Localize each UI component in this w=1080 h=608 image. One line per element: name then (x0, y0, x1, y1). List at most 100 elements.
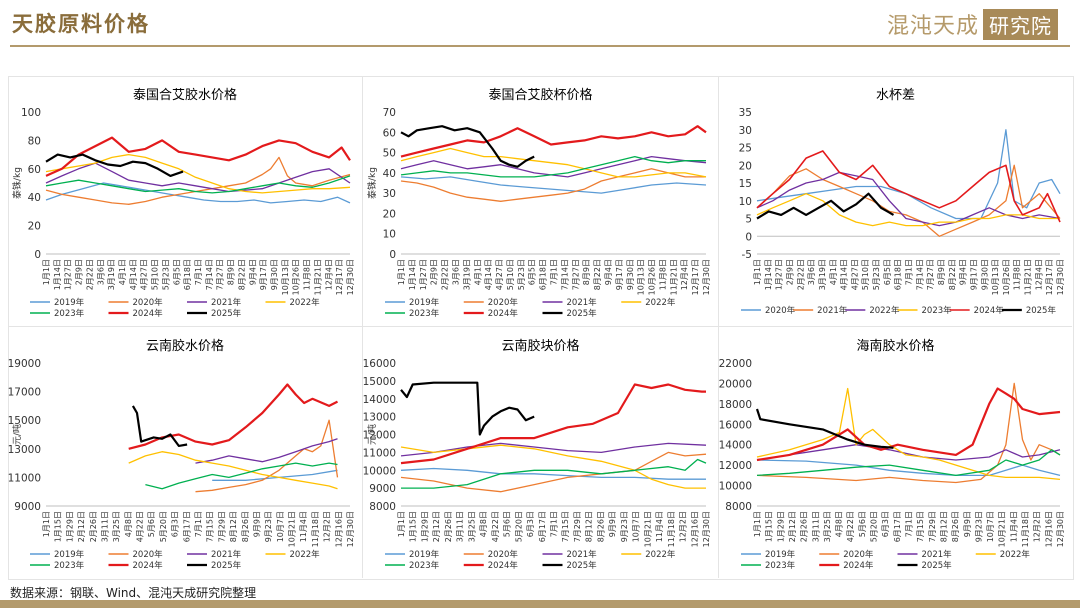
chart-title: 云南胶块价格 (501, 338, 579, 354)
chart-panel: 泰国合艾胶杯价格 0 10 20 30 40 50 60 70 泰铢/kg 1月1日 1月14日 1月2… (363, 76, 718, 326)
x-tick-label: 1月15日 (409, 511, 418, 542)
y-tick-label: 17000 (8, 387, 41, 399)
y-tick-label: 20 (28, 221, 41, 233)
x-tick-label: 12月17日 (1045, 259, 1054, 295)
series-line (400, 168, 706, 202)
x-tick-label: 11月18日 (311, 511, 320, 547)
x-tick-label: 7月29日 (928, 511, 937, 542)
x-tick-label: 1月27日 (64, 259, 73, 290)
x-tick-label: 7月1日 (905, 259, 914, 285)
y-tick-label: 11000 (8, 472, 41, 484)
series-line (755, 408, 894, 449)
x-tick-label: 10月7日 (986, 511, 995, 542)
x-tick-label: 4月14日 (129, 259, 138, 290)
x-tick-label: 12月30日 (346, 259, 355, 295)
x-tick-label: 10月26日 (292, 259, 301, 295)
y-tick-label: 70 (383, 107, 396, 119)
legend-label: 2021年 (922, 549, 953, 560)
legend-label: 2025年 (567, 560, 598, 571)
y-tick-label: 14000 (363, 394, 396, 406)
legend-label: 2022年 (290, 549, 321, 560)
series-line (756, 387, 1061, 481)
x-tick-label: 11月21日 (313, 259, 322, 295)
series-line (400, 444, 706, 489)
x-tick-label: 1月1日 (42, 259, 51, 285)
x-tick-label: 7月29日 (217, 511, 226, 542)
y-tick-label: 9000 (369, 483, 396, 495)
x-tick-label: 11月4日 (1009, 511, 1018, 542)
series-line (128, 451, 338, 490)
y-tick-label: 100 (21, 107, 41, 119)
series-line (756, 193, 1060, 227)
series-line (400, 442, 707, 457)
x-tick-label: 12月2日 (679, 511, 688, 542)
x-tick-label: 9月9日 (252, 511, 261, 537)
legend-label: 2020年 (133, 297, 164, 308)
x-tick-label: 7月1日 (194, 259, 203, 285)
x-tick-label: 1月14日 (408, 259, 417, 290)
legend-label: 2023年 (54, 308, 85, 319)
x-tick-label: 5月23日 (872, 259, 881, 290)
legend-label: 2023年 (922, 305, 953, 316)
x-tick-label: 2月9日 (785, 259, 794, 285)
y-tick-label: 60 (383, 127, 396, 139)
x-tick-label: 2月12日 (432, 511, 441, 542)
x-tick-label: 12月4日 (1034, 259, 1043, 290)
y-tick-label: 0 (34, 249, 41, 261)
x-tick-label: 2月9日 (75, 259, 84, 285)
y-tick-label: 13000 (363, 412, 396, 424)
x-tick-label: 7月14日 (915, 259, 924, 290)
legend-label: 2021年 (211, 549, 242, 560)
x-tick-label: 3月11日 (456, 511, 465, 542)
x-tick-label: 8月12日 (585, 511, 594, 542)
y-tick-label: 0 (389, 249, 396, 261)
x-tick-label: 5月10日 (506, 259, 515, 290)
x-tick-label: 7月15日 (561, 511, 570, 542)
legend-label: 2020年 (843, 549, 874, 560)
series-line (756, 150, 1061, 223)
chart-panel: 云南胶块价格 8000 9000 10000 11000 12000 13000 14000 1… (363, 327, 718, 578)
x-tick-label: 3月19日 (818, 259, 827, 290)
x-tick-label: 10月21日 (288, 511, 297, 547)
x-tick-label: 8月22日 (593, 259, 602, 290)
panel-divider (362, 76, 363, 578)
x-tick-label: 9月4日 (604, 259, 613, 285)
legend-label: 2019年 (765, 549, 796, 560)
x-tick-label: 12月30日 (702, 259, 711, 295)
chart-title: 水杯差 (876, 88, 915, 103)
series-line (400, 125, 535, 168)
x-tick-label: 11月18日 (667, 511, 676, 547)
series-line (195, 438, 338, 464)
x-tick-label: 5月20日 (159, 511, 168, 542)
legend-label: 2019年 (54, 297, 85, 308)
x-tick-label: 9月30日 (980, 259, 989, 290)
x-tick-label: 1月15日 (765, 511, 774, 542)
x-tick-label: 4月22日 (491, 511, 500, 542)
chart-panel: 海南胶水价格 8000 10000 12000 14000 16000 18000 20000… (719, 327, 1072, 578)
legend-label: 2024年 (488, 560, 519, 571)
page-title: 天胶原料价格 (12, 11, 150, 36)
x-tick-label: 11月8日 (1013, 259, 1022, 290)
x-tick-label: 5月23日 (517, 259, 526, 290)
x-tick-label: 6月3日 (881, 511, 890, 537)
y-axis-label: 泰铢/kg (366, 167, 378, 199)
chart-title: 泰国合艾胶杯价格 (488, 87, 592, 103)
x-tick-label: 8月26日 (951, 511, 960, 542)
y-tick-label: 25 (739, 143, 752, 155)
x-tick-label: 7月14日 (560, 259, 569, 290)
x-tick-label: 3月6日 (451, 259, 460, 285)
x-tick-label: 4月27日 (495, 259, 504, 290)
x-tick-label: 8月9日 (937, 259, 946, 285)
legend-label: 2020年 (133, 549, 164, 560)
legend-label: 2019年 (409, 549, 440, 560)
x-tick-label: 9月17日 (259, 259, 268, 290)
x-tick-label: 6月5日 (528, 259, 537, 285)
x-tick-label: 12月30日 (346, 511, 355, 547)
x-tick-label: 7月27日 (926, 259, 935, 290)
y-tick-label: 16000 (719, 419, 752, 431)
x-tick-label: 12月16日 (690, 511, 699, 547)
x-tick-label: 5月10日 (861, 259, 870, 290)
yunnan-block-chart: 云南胶块价格 8000 9000 10000 11000 12000 13000 14000 1… (363, 338, 711, 571)
x-tick-label: 7月15日 (916, 511, 925, 542)
legend-label: 2021年 (567, 549, 598, 560)
